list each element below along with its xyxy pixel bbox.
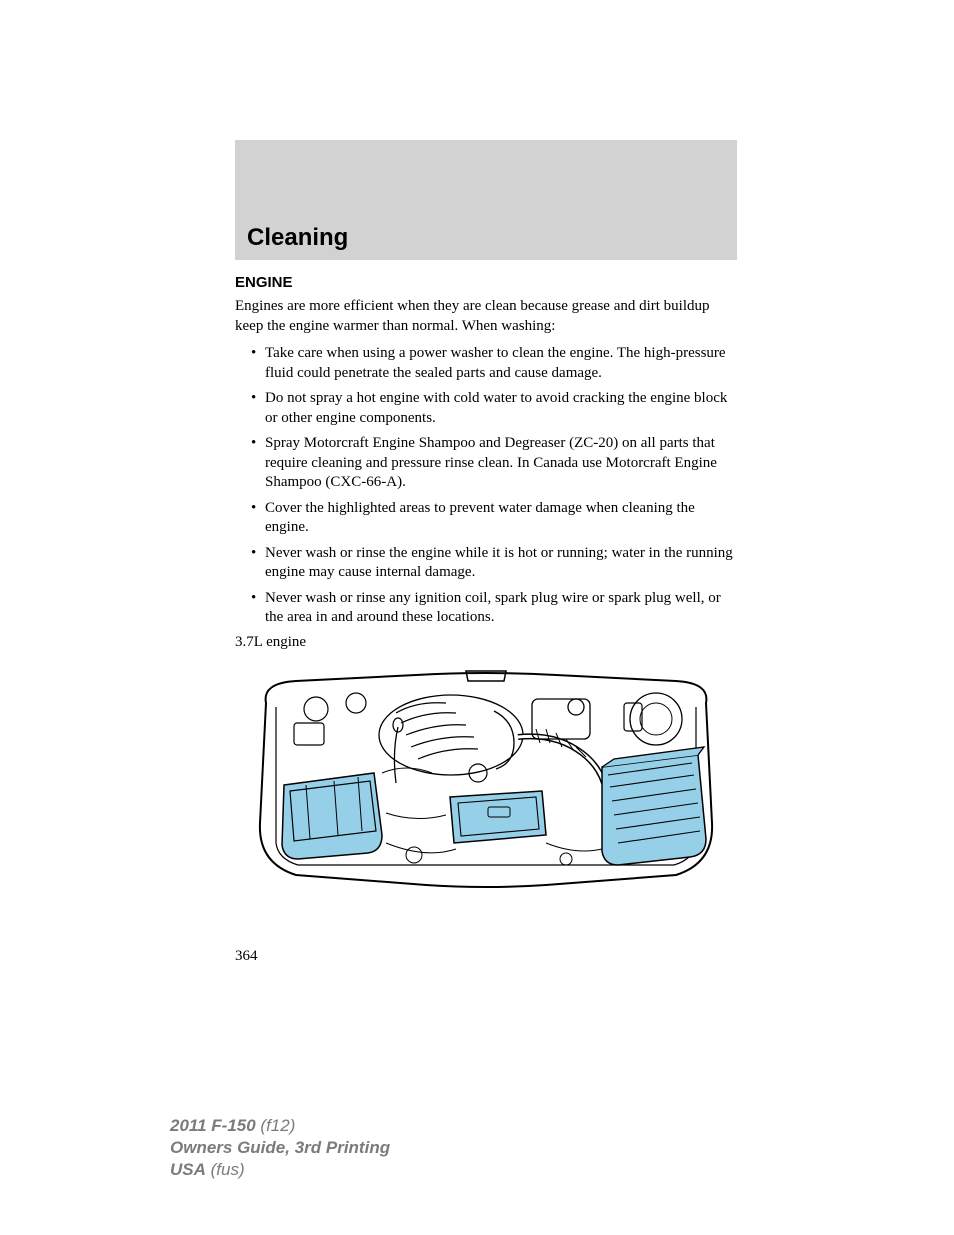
fuse-box [450,791,546,843]
list-item: Take care when using a power washer to c… [251,344,737,383]
list-item: Do not spray a hot engine with cold wate… [251,389,737,428]
page-number: 364 [235,948,737,965]
intro-paragraph: Engines are more efficient when they are… [235,297,737,336]
footer-line-1: 2011 F-150 (f12) [170,1115,390,1137]
footer-model: 2011 F-150 [170,1116,256,1135]
brake-booster [624,693,682,745]
coolant-reservoir [532,699,590,739]
bullet-list: Take care when using a power washer to c… [235,344,737,628]
intake-manifold [379,695,523,775]
engine-diagram [246,663,726,898]
footer-code1: (f12) [256,1116,296,1135]
section-heading: ENGINE [235,274,737,291]
footer-region: USA [170,1160,206,1179]
air-filter-box [602,747,706,865]
footer: 2011 F-150 (f12) Owners Guide, 3rd Print… [170,1115,390,1181]
list-item: Cover the highlighted areas to prevent w… [251,499,737,538]
dipstick [394,727,398,783]
list-item: Never wash or rinse any ignition coil, s… [251,589,737,628]
misc-caps-left [294,693,366,745]
list-item: Never wash or rinse the engine while it … [251,544,737,583]
battery-box [282,773,382,859]
engine-label: 3.7L engine [235,634,737,651]
list-item: Spray Motorcraft Engine Shampoo and Degr… [251,434,737,493]
page-content: Cleaning ENGINE Engines are more efficie… [235,140,737,965]
header-bar: Cleaning [235,140,737,260]
chapter-title: Cleaning [247,224,348,252]
footer-code2: (fus) [206,1160,245,1179]
footer-line-3: USA (fus) [170,1159,390,1181]
engine-diagram-svg [246,663,726,893]
footer-line-2: Owners Guide, 3rd Printing [170,1137,390,1159]
